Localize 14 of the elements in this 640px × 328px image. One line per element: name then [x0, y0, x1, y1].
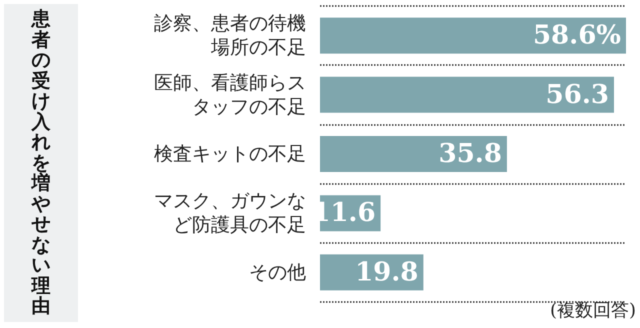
y-tick-label: その他	[249, 261, 306, 284]
y-tick-label: 医師、看護師らスタッフの不足	[154, 72, 306, 118]
y-tick-label: マスク、ガウンなど防護具の不足	[154, 190, 306, 236]
bar	[320, 18, 626, 54]
bar	[320, 136, 507, 172]
y-tick-label: 診察、患者の待機場所の不足	[154, 12, 306, 59]
y-tick-label: 検査キットの不足	[154, 143, 306, 165]
chart-title: 患者の受け入れを増やせない理由	[32, 8, 50, 318]
data-label: 35.8	[438, 139, 502, 169]
annotation: (複数回答)	[550, 299, 636, 322]
bar	[320, 76, 614, 113]
data-label: 58.6%	[532, 20, 622, 51]
data-label: 19.8	[355, 257, 418, 288]
data-label: 56.3	[546, 80, 609, 110]
